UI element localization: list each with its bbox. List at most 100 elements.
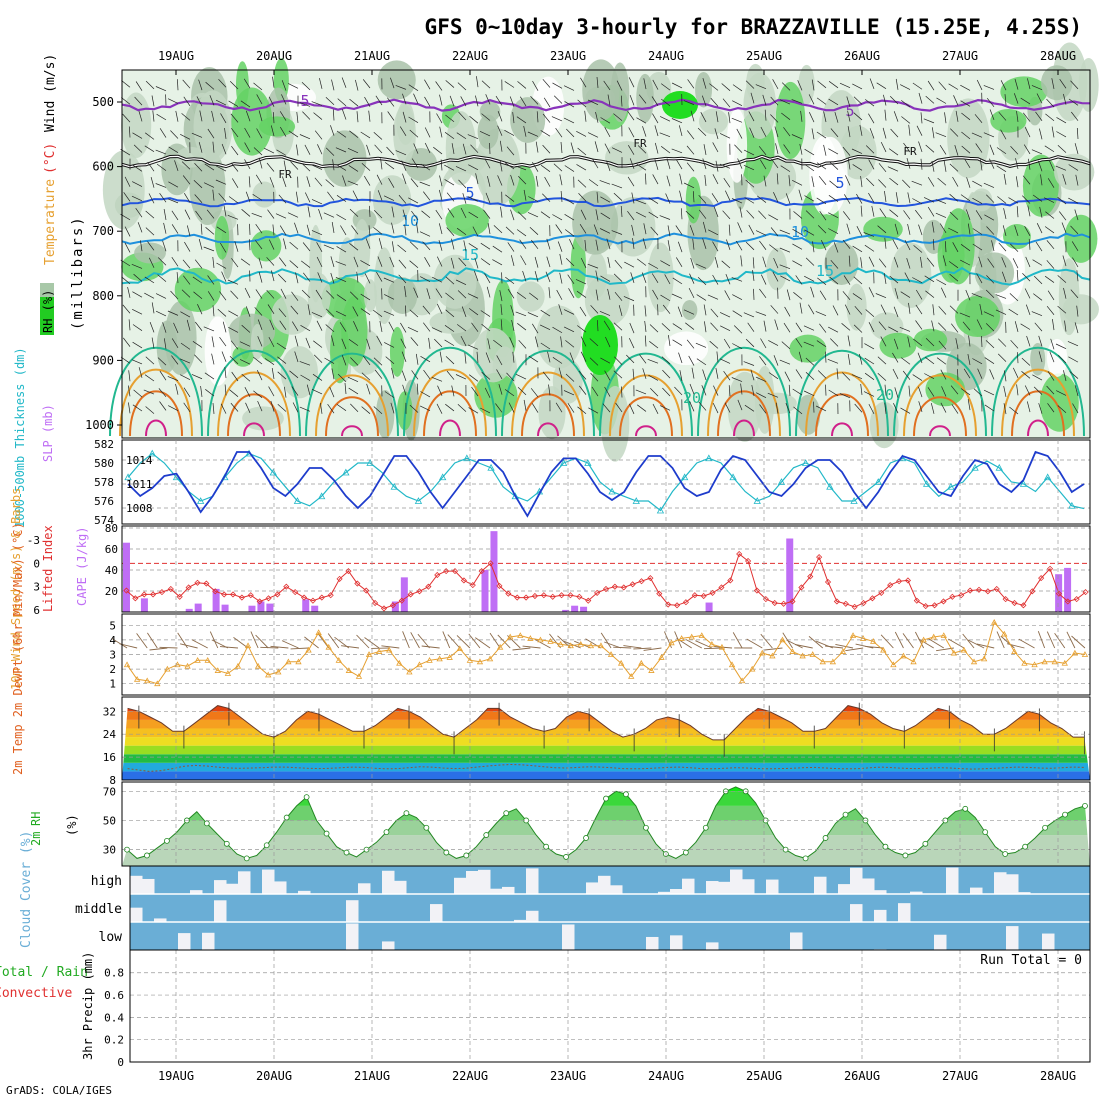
cloud-bar [838,884,851,894]
y-tick-label: 700 [92,224,114,238]
cloud-bar [898,903,911,922]
chart-title: GFS 0~10day 3-hourly for BRAZZAVILLE (15… [425,15,1082,39]
bottom-date-label: 20AUG [256,1069,292,1083]
slp-tick: 1011 [126,478,153,491]
rh-marker [504,811,509,816]
bottom-date-label: 23AUG [550,1069,586,1083]
cloud-bar [454,878,467,894]
rh-blob [686,177,701,224]
rh-tick: 50 [103,814,116,827]
rh-marker [324,831,329,836]
ylabel-rh-unit: (%) [65,814,79,836]
bottom-date-label: 28AUG [1040,1069,1076,1083]
rh-blob [914,329,947,352]
contour-label: 15 [816,262,834,280]
rh-blob [121,92,151,158]
rh-marker [1063,812,1068,817]
cloud-bar [718,882,731,894]
precip-tick: 0.4 [104,1011,124,1024]
rh-blob [1000,76,1047,107]
ylabel-millibars: (millibars) [70,215,86,330]
cape-bar [706,603,713,612]
cape-bar [123,543,130,612]
contour-label: 5 [300,92,309,110]
rh-blob [364,279,377,312]
rh-blob [157,321,178,374]
cloud-bar [814,877,827,894]
ylabel-rh: RH (%) [41,290,55,333]
cape-bar [311,606,318,612]
precip-tick: 0 [117,1056,124,1069]
cloud-bar [358,883,371,894]
contour-label: 5 [835,174,844,192]
cloud-bar [214,900,227,922]
wind-barb [754,289,755,300]
y-tick-label: 500 [92,95,114,109]
rh-marker [244,856,249,861]
cloud-bar [970,888,983,894]
rh-tick: 30 [103,844,116,857]
rh-blob [695,72,712,107]
rh-blob [252,181,276,207]
cloud-bar [682,879,695,894]
cape-tick: 40 [105,564,118,577]
top-date-label: 21AUG [354,49,390,63]
rh-blob [354,219,370,277]
cloud-bar [874,910,887,922]
slp-tick: 1008 [126,502,153,515]
cloud-bar [586,882,599,894]
cape-bar [1064,568,1071,612]
cape-tick: 20 [105,585,118,598]
cloud-bar [1006,874,1019,894]
rh-blob [259,116,295,136]
slp-tick: 1014 [126,454,153,467]
rh-marker [544,844,549,849]
rh-marker [484,833,489,838]
rh-blob [890,243,931,308]
y-tick-label: 1000 [85,418,114,432]
bottom-date-label: 19AUG [158,1069,194,1083]
cloud-bar [706,942,719,950]
cape-bar [482,570,489,612]
cape-bar [222,605,229,612]
contour-label: 20 [683,389,701,407]
rh-blob [582,59,619,121]
run-total: Run Total = 0 [980,953,1082,968]
rh-blob [388,277,418,314]
cloud-bar [478,870,491,894]
y-tick-label: 800 [92,289,114,303]
cloud-bar [490,889,503,894]
cloud-bar [1042,934,1055,950]
cloud-bar [226,884,239,894]
cloud-bar [646,937,659,950]
li-tick: -3 [27,534,40,547]
ylabel-precip-conv: Convective [0,986,72,1001]
wind-tick: 1 [109,678,116,691]
cloud-bar [850,904,863,922]
rh-blob [517,281,545,311]
bottom-date-label: 26AUG [844,1069,880,1083]
rh-marker [903,853,908,858]
cloud-bar [706,881,719,894]
wind-barb [826,385,827,396]
rh-blob [947,98,989,178]
cloud-bar [790,932,803,950]
rh-blob [378,60,416,99]
cape-bar [401,577,408,612]
cape-bar [248,606,255,612]
rh-blob [879,333,916,359]
wind-barb [958,369,959,380]
cloud-bar [382,941,395,950]
rh-marker [1083,803,1088,808]
rh-marker [404,811,409,816]
rh-marker [1003,852,1008,857]
contour-label: 15 [461,246,479,264]
rh-marker [703,825,708,830]
ylabel-cape: CAPE (J/kg) [75,527,89,606]
wind-tick: 4 [109,634,116,647]
rh-marker [384,830,389,835]
cloud-bar [850,868,863,894]
cloud-bar [562,924,575,950]
rh-blob [393,105,416,164]
